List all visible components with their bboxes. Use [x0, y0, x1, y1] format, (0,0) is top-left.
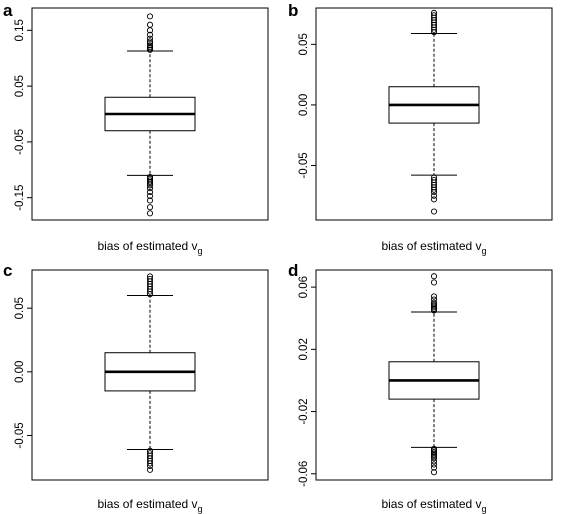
y-tick-label: -0.05	[14, 422, 26, 448]
outlier-point	[146, 204, 154, 211]
outlier-point	[146, 462, 154, 470]
x-axis-label: bias of estimated vg	[97, 239, 202, 256]
outlier-point	[146, 35, 154, 42]
outlier-point	[430, 296, 438, 303]
panel-letter: d	[288, 261, 298, 280]
outlier-point	[146, 31, 154, 38]
y-tick-label: 0.06	[298, 276, 310, 298]
y-tick-label: -0.05	[298, 152, 310, 178]
outlier-point	[146, 182, 154, 189]
outlier-point	[146, 273, 154, 280]
outlier-point	[146, 460, 154, 467]
y-tick-label: 0.00	[14, 361, 26, 383]
x-axis-label-text: bias of estimated v	[97, 497, 197, 511]
outlier-point	[430, 186, 438, 193]
y-tick-label: 0.15	[14, 19, 26, 41]
outlier-point	[146, 42, 154, 49]
outlier-point	[430, 208, 438, 215]
outlier-point	[146, 21, 154, 28]
x-axis-label-text: bias of estimated v	[97, 239, 197, 253]
outlier-point	[430, 189, 438, 196]
outlier-point	[430, 458, 438, 465]
outlier-point	[146, 466, 154, 473]
outlier-point	[146, 275, 154, 282]
y-tick-label: -0.02	[298, 398, 310, 424]
outlier-point	[146, 197, 154, 204]
x-axis-label-subscript: g	[482, 504, 487, 514]
outlier-point	[430, 273, 438, 280]
y-tick-label: 0.05	[14, 297, 26, 319]
x-axis-label: bias of estimated vg	[381, 239, 486, 256]
y-tick-label: 0.00	[298, 94, 310, 116]
outlier-point	[430, 192, 438, 199]
plot-frame	[315, 269, 553, 481]
y-tick-label: -0.15	[14, 185, 26, 211]
y-tick-label: 0.05	[298, 33, 310, 55]
panel-a: a -0.15 -0.05 0.05 0.15 bias of estimated vg	[3, 1, 269, 256]
outlier-point	[430, 455, 438, 462]
outlier-point	[146, 180, 154, 187]
y-tick-label: 0.05	[14, 75, 26, 97]
outlier-point	[146, 185, 154, 192]
x-axis-label-text: bias of estimated v	[381, 239, 481, 253]
x-axis-label-text: bias of estimated v	[381, 497, 481, 511]
outlier-point	[430, 12, 438, 19]
y-tick-label: -0.06	[298, 461, 310, 487]
y-tick-label: -0.05	[14, 129, 26, 155]
outlier-point	[430, 293, 438, 300]
outlier-point	[146, 179, 154, 186]
outlier-point	[430, 299, 438, 306]
panel-b: b -0.05 0.00 0.05 bias of estimated vg	[288, 1, 553, 256]
outlier-point	[430, 464, 438, 471]
outlier-point	[146, 13, 154, 20]
outlier-point	[430, 461, 438, 468]
outlier-point	[146, 210, 154, 217]
panel-d: d -0.06 -0.02 0.02 0.06 bias of estimated vg	[288, 261, 553, 514]
plot-frame	[315, 7, 553, 221]
x-axis-label-subscript: g	[198, 246, 203, 256]
outlier-point	[430, 196, 438, 203]
x-axis-label: bias of estimated vg	[97, 497, 202, 514]
outlier-point	[146, 189, 154, 196]
outlier-point	[146, 40, 154, 47]
panel-letter: a	[3, 1, 13, 20]
outlier-point	[146, 46, 154, 53]
x-axis-label-subscript: g	[198, 504, 203, 514]
outlier-point	[430, 469, 438, 476]
x-axis-label: bias of estimated vg	[381, 497, 486, 514]
panel-letter: b	[288, 1, 298, 20]
x-axis-label-subscript: g	[482, 246, 487, 256]
outlier-point	[146, 192, 154, 200]
panel-letter: c	[3, 261, 12, 280]
outlier-point	[146, 38, 154, 45]
plot-frame	[31, 7, 269, 221]
outlier-point	[430, 9, 438, 16]
panel-c: c -0.05 0.00 0.05 bias of estimated vg	[3, 261, 269, 514]
y-tick-label: 0.02	[298, 338, 310, 360]
plot-frame	[31, 269, 269, 481]
outlier-point	[430, 279, 438, 286]
